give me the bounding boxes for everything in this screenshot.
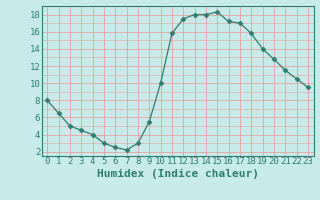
- X-axis label: Humidex (Indice chaleur): Humidex (Indice chaleur): [97, 169, 259, 179]
